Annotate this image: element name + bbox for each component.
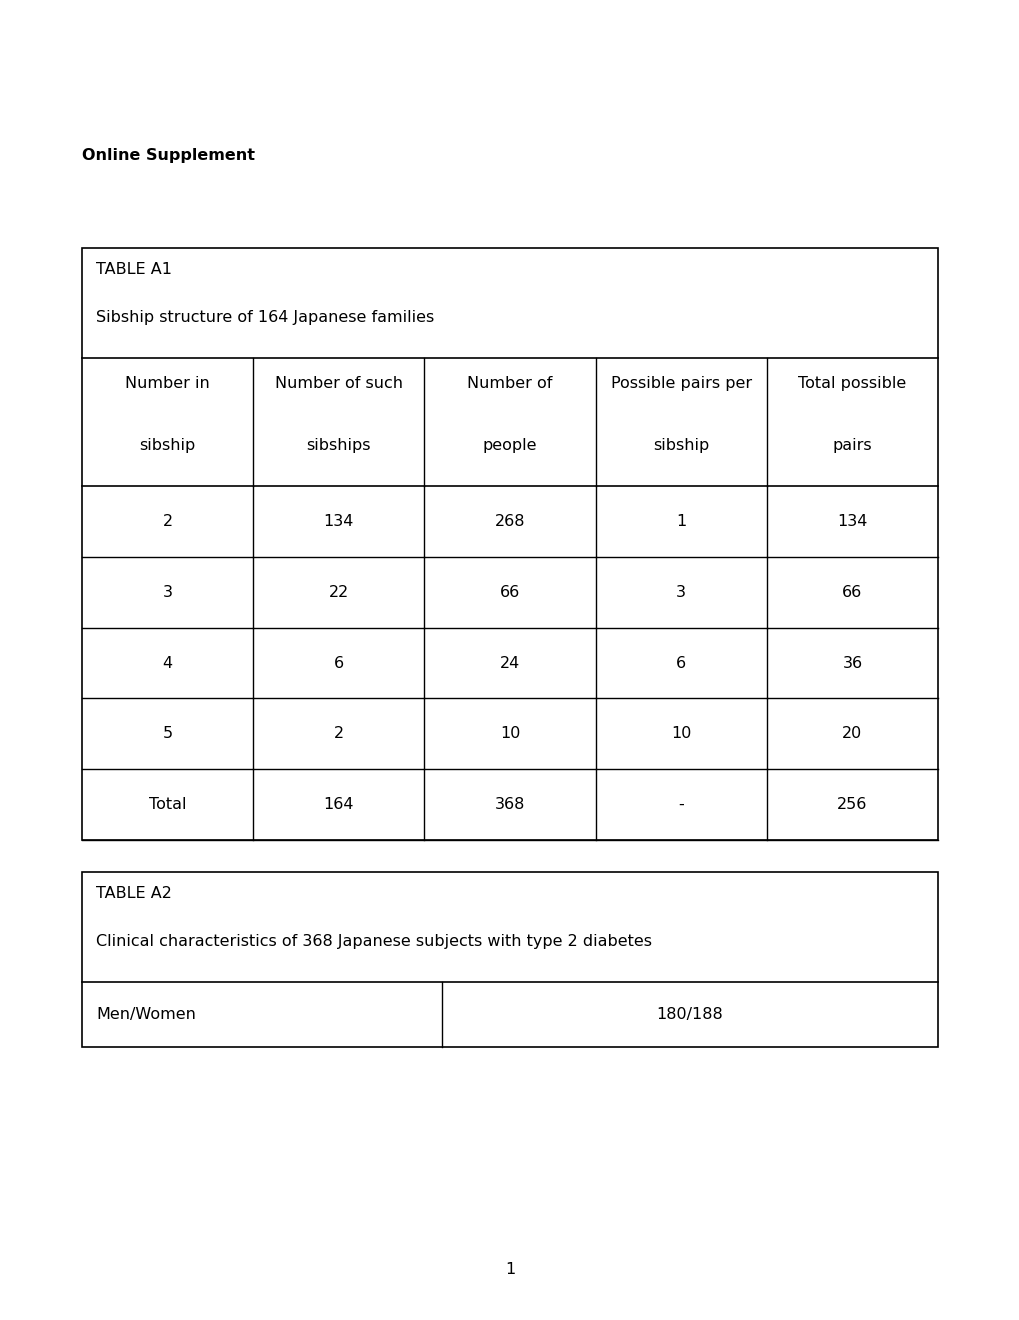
Text: TABLE A1: TABLE A1 (96, 261, 172, 277)
Text: sibship: sibship (140, 438, 196, 453)
Text: Online Supplement: Online Supplement (82, 148, 255, 162)
Text: Number of: Number of (467, 376, 552, 391)
Text: -: - (678, 797, 684, 812)
Text: 10: 10 (499, 726, 520, 742)
Text: 256: 256 (837, 797, 867, 812)
Text: Number in: Number in (125, 376, 210, 391)
Text: 20: 20 (842, 726, 862, 742)
Text: 10: 10 (671, 726, 691, 742)
Text: Men/Women: Men/Women (96, 1007, 196, 1022)
Text: 66: 66 (842, 585, 862, 599)
Text: 2: 2 (333, 726, 343, 742)
Text: 4: 4 (162, 656, 172, 671)
Text: 134: 134 (837, 513, 867, 529)
Text: 1: 1 (676, 513, 686, 529)
Text: 3: 3 (162, 585, 172, 599)
Text: 6: 6 (676, 656, 686, 671)
Text: people: people (482, 438, 537, 453)
Text: 134: 134 (323, 513, 354, 529)
Text: TABLE A2: TABLE A2 (96, 886, 172, 902)
Text: 36: 36 (842, 656, 862, 671)
Text: 6: 6 (333, 656, 343, 671)
Text: 164: 164 (323, 797, 354, 812)
Text: 24: 24 (499, 656, 520, 671)
Text: 268: 268 (494, 513, 525, 529)
Text: Number of such: Number of such (274, 376, 403, 391)
Text: Possible pairs per: Possible pairs per (610, 376, 751, 391)
Text: 2: 2 (162, 513, 172, 529)
Text: sibship: sibship (652, 438, 708, 453)
Text: Total possible: Total possible (798, 376, 906, 391)
Text: Total: Total (149, 797, 186, 812)
Text: 180/188: 180/188 (656, 1007, 722, 1022)
Bar (82, 248, 937, 840)
Text: Clinical characteristics of 368 Japanese subjects with type 2 diabetes: Clinical characteristics of 368 Japanese… (96, 935, 651, 949)
Text: 5: 5 (162, 726, 172, 742)
Text: 66: 66 (499, 585, 520, 599)
Text: pairs: pairs (832, 438, 871, 453)
Text: Sibship structure of 164 Japanese families: Sibship structure of 164 Japanese famili… (96, 310, 434, 325)
Bar (82, 873, 937, 1047)
Text: 3: 3 (676, 585, 686, 599)
Text: 22: 22 (328, 585, 348, 599)
Text: 368: 368 (494, 797, 525, 812)
Text: sibships: sibships (307, 438, 371, 453)
Text: 1: 1 (504, 1262, 515, 1278)
